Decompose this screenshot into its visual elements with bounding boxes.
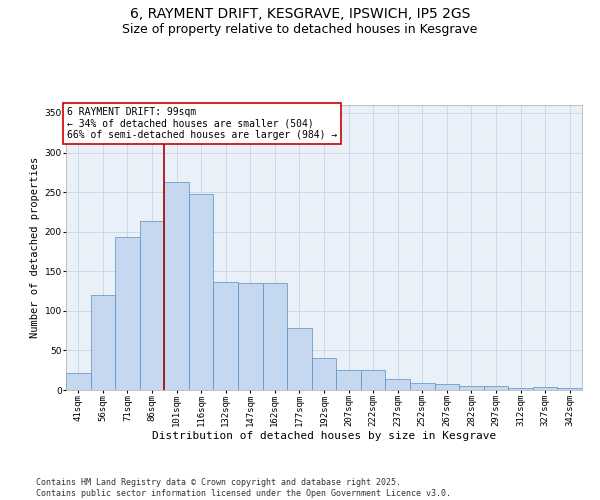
Bar — [557, 388, 582, 390]
Text: 6 RAYMENT DRIFT: 99sqm
← 34% of detached houses are smaller (504)
66% of semi-de: 6 RAYMENT DRIFT: 99sqm ← 34% of detached… — [67, 106, 337, 140]
X-axis label: Distribution of detached houses by size in Kesgrave: Distribution of detached houses by size … — [152, 430, 496, 440]
Bar — [164, 182, 189, 390]
Bar — [434, 384, 459, 390]
Text: Size of property relative to detached houses in Kesgrave: Size of property relative to detached ho… — [122, 22, 478, 36]
Text: Contains HM Land Registry data © Crown copyright and database right 2025.
Contai: Contains HM Land Registry data © Crown c… — [36, 478, 451, 498]
Bar — [508, 388, 533, 390]
Bar — [410, 383, 434, 390]
Bar — [66, 372, 91, 390]
Bar — [361, 370, 385, 390]
Bar — [459, 386, 484, 390]
Bar — [140, 220, 164, 390]
Text: 6, RAYMENT DRIFT, KESGRAVE, IPSWICH, IP5 2GS: 6, RAYMENT DRIFT, KESGRAVE, IPSWICH, IP5… — [130, 8, 470, 22]
Bar — [385, 379, 410, 390]
Bar — [484, 386, 508, 390]
Bar — [238, 283, 263, 390]
Bar — [214, 282, 238, 390]
Y-axis label: Number of detached properties: Number of detached properties — [31, 157, 40, 338]
Bar — [287, 328, 312, 390]
Bar — [115, 237, 140, 390]
Bar — [91, 295, 115, 390]
Bar — [312, 358, 336, 390]
Bar — [189, 194, 214, 390]
Bar — [533, 387, 557, 390]
Bar — [263, 283, 287, 390]
Bar — [336, 370, 361, 390]
